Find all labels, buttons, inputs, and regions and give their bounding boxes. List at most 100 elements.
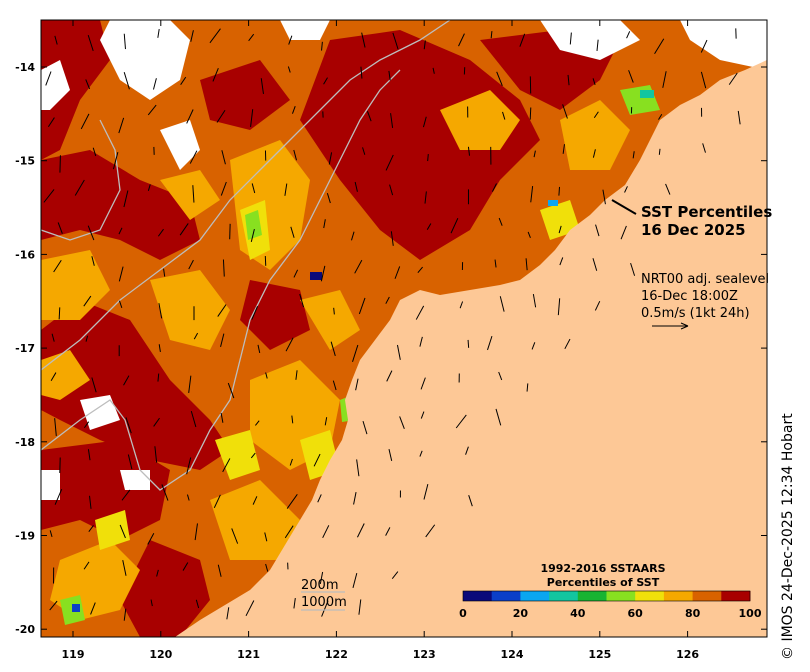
current-arrow xyxy=(118,300,123,309)
current-arrow xyxy=(123,375,130,386)
current-arrow xyxy=(49,600,58,611)
current-arrow xyxy=(396,344,401,360)
latitude-axis: -14 -15 -16 -17 -18 -19 -20 xyxy=(15,61,767,636)
current-arrow xyxy=(255,420,260,426)
current-arrow xyxy=(352,572,358,588)
current-arrow xyxy=(226,607,230,620)
current-arrow xyxy=(190,30,194,42)
current-arrow xyxy=(123,33,126,50)
colorbar-tick-label: 20 xyxy=(513,607,529,620)
current-arrow xyxy=(49,530,53,538)
colorbar-title: 1992-2016 SSTAARS xyxy=(540,562,665,575)
current-arrow xyxy=(293,149,297,161)
lon-tick-label: 123 xyxy=(413,648,436,661)
current-arrow xyxy=(188,375,192,393)
current-arrow xyxy=(216,109,226,123)
current-arrow xyxy=(562,104,568,119)
current-arrow xyxy=(419,336,423,347)
current-arrow xyxy=(527,231,531,239)
current-arrow xyxy=(193,332,199,340)
current-arrow xyxy=(494,259,497,268)
current-arrow xyxy=(161,484,169,501)
current-arrow xyxy=(152,78,157,90)
current-arrow xyxy=(632,151,635,159)
current-arrow xyxy=(192,185,195,203)
isobath-outer xyxy=(41,119,121,241)
current-arrow xyxy=(264,532,268,542)
current-arrow xyxy=(150,599,153,607)
current-arrow xyxy=(289,458,293,466)
current-arrow xyxy=(284,183,288,196)
current-arrow xyxy=(567,74,570,86)
current-arrow xyxy=(125,417,132,434)
current-arrow xyxy=(630,262,636,276)
lon-tick-label: 125 xyxy=(588,648,611,661)
current-arrow xyxy=(415,305,425,320)
colorbar-tick-label: 80 xyxy=(685,607,701,620)
current-arrow xyxy=(250,109,254,127)
current-arrow xyxy=(385,296,390,304)
current-arrow xyxy=(209,28,221,44)
lon-tick-label: 126 xyxy=(676,648,699,661)
current-arrow xyxy=(350,231,355,241)
current-arrow xyxy=(399,416,405,430)
current-arrow xyxy=(495,408,502,426)
current-arrow xyxy=(293,597,296,609)
current-arrow xyxy=(158,303,163,319)
current-arrow xyxy=(386,370,393,382)
current-arrow xyxy=(299,293,305,308)
current-arrow xyxy=(417,266,423,273)
current-arrow xyxy=(323,219,326,229)
current-arrow xyxy=(45,71,52,86)
colorbar-tick-label: 60 xyxy=(628,607,644,620)
current-arrow xyxy=(90,602,96,615)
current-arrow xyxy=(388,70,391,81)
current-arrow xyxy=(558,225,562,234)
current-arrow xyxy=(54,488,63,505)
current-arrow xyxy=(662,71,667,88)
lon-tick-label: 124 xyxy=(501,648,524,661)
colorbar-tick-label: 40 xyxy=(570,607,586,620)
current-arrow xyxy=(564,338,571,350)
map-title: SST Percentiles xyxy=(641,203,772,221)
current-arrow xyxy=(423,40,426,50)
current-arrow xyxy=(323,77,328,85)
current-arrow xyxy=(257,344,261,354)
current-arrow xyxy=(83,295,92,307)
map-layers xyxy=(41,20,767,637)
lat-tick-label: -17 xyxy=(15,342,35,355)
current-arrow xyxy=(189,150,198,164)
current-arrow xyxy=(465,446,469,455)
current-arrow xyxy=(153,417,160,427)
current-arrow xyxy=(250,452,256,459)
current-arrow xyxy=(491,183,497,192)
current-arrow xyxy=(43,189,55,203)
current-arrow xyxy=(361,32,366,48)
current-arrow xyxy=(390,113,394,129)
plot-frame xyxy=(40,19,768,638)
current-arrow xyxy=(85,335,89,342)
current-arrow xyxy=(287,66,291,73)
lon-tick-label: 121 xyxy=(237,648,260,661)
current-arrow xyxy=(394,266,401,279)
current-arrow xyxy=(330,341,336,357)
current-arrow xyxy=(265,563,269,572)
current-arrow xyxy=(51,333,55,342)
current-arrow xyxy=(354,181,358,192)
current-arrow xyxy=(490,31,493,39)
current-arrow xyxy=(245,600,255,617)
lat-tick-label: -16 xyxy=(15,248,35,261)
current-arrow xyxy=(620,225,627,240)
current-arrow xyxy=(385,154,394,171)
current-arrow xyxy=(702,143,706,153)
current-arrow xyxy=(628,70,634,83)
current-arrow xyxy=(252,496,258,505)
current-arrow xyxy=(533,150,536,158)
current-arrow xyxy=(326,193,331,204)
current-arrow xyxy=(121,489,131,501)
colorbar-segment xyxy=(549,591,579,601)
current-arrow xyxy=(293,269,299,278)
current-arrow xyxy=(322,525,330,539)
current-arrow xyxy=(158,344,161,352)
